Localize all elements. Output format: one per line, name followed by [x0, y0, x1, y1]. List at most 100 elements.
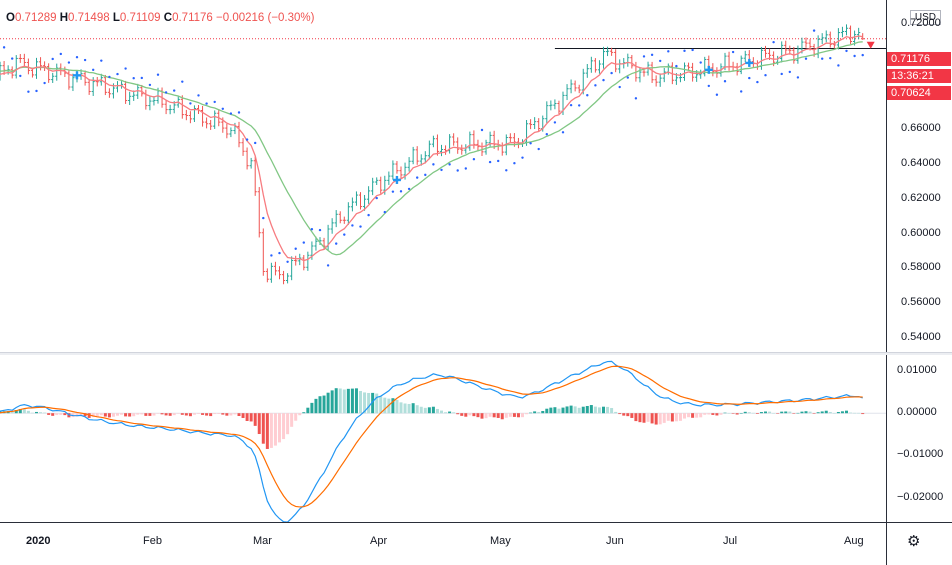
macd-histogram-bar: [537, 411, 541, 414]
macd-histogram-bar: [184, 413, 188, 416]
macd-histogram-bar: [217, 413, 221, 414]
sar-dot: [59, 52, 62, 56]
macd-histogram-bar: [606, 406, 610, 414]
sar-dot: [262, 216, 265, 220]
macd-histogram-bar: [10, 411, 14, 414]
macd-histogram-bar: [476, 413, 480, 418]
price-tick-label: 0.72000: [901, 17, 941, 30]
price-axis[interactable]: USD 0.720000.700000.680000.660000.640000…: [886, 0, 952, 352]
sar-dot: [699, 61, 702, 64]
sar-dot: [497, 159, 500, 163]
macd-histogram-bar: [727, 413, 731, 414]
macd-histogram-bar: [306, 407, 310, 414]
sar-dot: [804, 57, 808, 60]
macd-histogram-bar: [30, 412, 34, 414]
macd-histogram-bar: [585, 405, 589, 414]
macd-histogram-bar: [654, 413, 658, 425]
sar-dot: [748, 76, 751, 80]
time-tick-label: Feb: [143, 535, 162, 547]
macd-histogram-bar: [257, 413, 261, 435]
down-arrow-icon: [866, 41, 875, 49]
macd-histogram-bar: [43, 412, 47, 414]
macd-histogram-bar: [111, 413, 115, 417]
macd-histogram-bar: [350, 388, 354, 414]
sar-dot: [100, 59, 103, 62]
sar-dot: [67, 61, 71, 64]
gear-icon[interactable]: ⚙: [907, 533, 921, 550]
currency-badge[interactable]: USD: [909, 10, 941, 25]
macd-histogram-bar: [338, 388, 342, 414]
macd-histogram-bar: [273, 413, 277, 446]
macd-histogram-bar: [691, 413, 695, 418]
sar-dot: [772, 40, 775, 44]
sar-dot: [148, 83, 152, 87]
time-axis[interactable]: 2020 Feb Mar Apr May Jun Jul Aug: [0, 522, 886, 565]
macd-histogram-bar: [282, 413, 286, 440]
price-tick-label: 0.66000: [901, 121, 941, 134]
sar-dot: [723, 80, 727, 83]
macd-histogram-bar: [512, 413, 516, 417]
sar-dot: [480, 128, 484, 132]
macd-histogram-bar: [225, 413, 229, 416]
macd-histogram-bar: [310, 402, 314, 414]
macd-histogram-bar: [646, 413, 650, 422]
macd-histogram-bar: [209, 413, 213, 417]
time-tick-label: Mar: [253, 535, 272, 547]
macd-histogram-bar: [201, 413, 205, 415]
sar-dot: [43, 81, 46, 85]
macd-histogram-bar: [549, 407, 553, 414]
macd-histogram-bar: [326, 392, 330, 414]
macd-histogram-bar: [63, 413, 67, 416]
sar-dot: [626, 76, 629, 79]
macd-histogram-bar: [707, 413, 711, 415]
sar-dot: [278, 251, 281, 255]
macd-histogram-bar: [670, 413, 674, 422]
price-chart[interactable]: [0, 0, 886, 352]
macd-histogram-bar: [330, 390, 334, 414]
sar-dot: [375, 196, 378, 200]
macd-histogram-bar: [213, 413, 217, 415]
sar-dot: [75, 56, 79, 59]
macd-histogram-bar: [354, 388, 358, 414]
macd-histogram-bar: [59, 413, 63, 415]
macd-chart[interactable]: [0, 355, 886, 522]
macd-histogram-bar: [711, 413, 715, 415]
macd-histogram-bar: [371, 392, 375, 414]
sar-dot: [796, 76, 800, 79]
macd-histogram-bar: [845, 410, 848, 414]
time-tick-label: Apr: [370, 535, 388, 547]
sar-dot: [424, 173, 427, 177]
pane-separator[interactable]: [0, 352, 952, 355]
settings-corner[interactable]: ⚙: [886, 522, 952, 565]
sar-dot: [197, 94, 200, 97]
sar-dot: [853, 54, 856, 58]
macd-histogram-bar: [739, 413, 743, 414]
price-pane[interactable]: O0.71289 H0.71498 L0.71109 C0.71176 −0.0…: [0, 0, 886, 352]
macd-histogram-bar: [237, 413, 241, 417]
macd-histogram-bar: [156, 413, 160, 414]
sar-dot: [667, 50, 670, 53]
macd-histogram-bar: [144, 413, 148, 416]
price-tick-label: 0.60000: [901, 226, 941, 239]
macd-histogram-bar: [666, 413, 670, 421]
macd-histogram-bar: [496, 413, 500, 418]
macd-pane[interactable]: [0, 355, 886, 522]
sar-dot: [326, 264, 330, 267]
sar-dot: [318, 228, 322, 232]
macd-axis[interactable]: 0.01000 0.00000 −0.01000 −0.02000: [886, 355, 952, 522]
macd-histogram-bar: [448, 411, 452, 414]
macd-histogram-bar: [808, 411, 812, 414]
macd-histogram-bar: [849, 412, 853, 414]
sar-dot: [618, 85, 621, 89]
macd-histogram-bar: [695, 413, 699, 418]
macd-histogram-bar: [265, 413, 269, 449]
macd-histogram-bar: [650, 413, 654, 424]
cross-marker-icon: [392, 175, 401, 184]
sar-dot: [140, 76, 143, 80]
macd-histogram-bar: [832, 413, 836, 414]
macd-histogram-bar: [35, 411, 38, 414]
sar-dot: [108, 75, 111, 79]
macd-histogram-bar: [755, 413, 759, 414]
macd-histogram-bar: [553, 407, 557, 414]
macd-histogram-bar: [857, 412, 861, 414]
